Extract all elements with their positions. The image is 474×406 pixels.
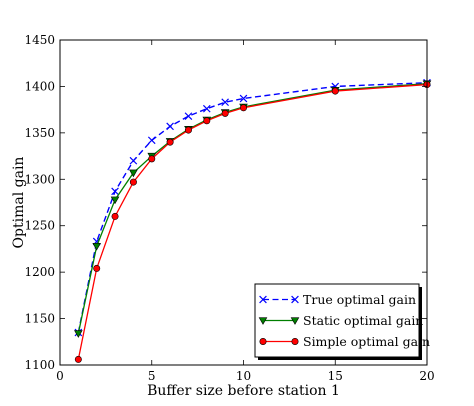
data-point-true-optimal-gain-4: [147, 136, 156, 145]
legend-marker-simple-optimal-gain: [291, 337, 299, 345]
series-simple-optimal-gain: [74, 81, 431, 363]
y-tick-label: 1450: [24, 33, 55, 47]
y-tick-label: 1200: [24, 265, 55, 279]
y-tick-label: 1100: [24, 358, 55, 372]
series-layer: [74, 78, 432, 363]
y-tick-label: 1350: [24, 126, 55, 140]
data-point-true-optimal-gain-5: [166, 122, 174, 131]
data-point-simple-optimal-gain-6: [184, 126, 192, 134]
legend: True optimal gain Static optimal gain Simp…: [254, 283, 430, 360]
data-point-static-optimal-gain-1: [92, 242, 102, 251]
y-tick-label: 1250: [24, 219, 55, 233]
legend-marker-true-optimal-gain: [259, 295, 267, 304]
legend-label-simple-optimal-gain: Simple optimal gain: [303, 334, 430, 349]
data-point-simple-optimal-gain-10: [331, 87, 339, 95]
ticks-layer: 0 5 10 15 20 1100 1150 1200 1250 1300 1350 1400 1450: [24, 33, 434, 383]
series-true-optimal-gain: [74, 78, 431, 337]
y-tick-label: 1150: [24, 312, 55, 326]
data-point-true-optimal-gain-8: [221, 98, 229, 107]
data-point-simple-optimal-gain-0: [74, 355, 82, 363]
x-tick-label: 10: [236, 369, 251, 383]
series-line-static-optimal-gain: [77, 82, 428, 334]
data-point-simple-optimal-gain-1: [93, 264, 101, 272]
y-axis-label: Optimal gain: [11, 157, 27, 249]
series-line-true-optimal-gain: [77, 82, 428, 333]
data-point-simple-optimal-gain-4: [148, 155, 156, 163]
y-tick-label: 1400: [24, 79, 55, 93]
data-point-simple-optimal-gain-8: [221, 109, 229, 117]
data-point-true-optimal-gain-2: [111, 187, 119, 196]
legend-label-true-optimal-gain: True optimal gain: [303, 292, 416, 307]
x-axis-label: Buffer size before station 1: [147, 383, 340, 399]
x-tick-label: 0: [56, 369, 64, 383]
data-point-simple-optimal-gain-2: [111, 212, 119, 220]
data-point-simple-optimal-gain-7: [203, 117, 211, 125]
legend-marker-simple-optimal-gain: [259, 337, 267, 345]
legend-label-static-optimal-gain: Static optimal gain: [303, 313, 423, 328]
data-point-true-optimal-gain-6: [184, 112, 193, 120]
data-point-static-optimal-gain-0: [74, 330, 83, 338]
data-point-simple-optimal-gain-9: [240, 104, 248, 112]
data-point-simple-optimal-gain-5: [166, 138, 174, 146]
legend-marker-true-optimal-gain: [291, 295, 299, 304]
y-tick-label: 1300: [24, 172, 55, 186]
x-tick-label: 5: [148, 369, 156, 383]
data-point-static-optimal-gain-2: [110, 196, 120, 205]
legend-marker-static-optimal-gain: [290, 317, 300, 325]
data-point-true-optimal-gain-7: [202, 104, 211, 113]
x-tick-label: 20: [419, 369, 434, 383]
data-point-static-optimal-gain-3: [129, 169, 138, 178]
data-point-true-optimal-gain-3: [129, 156, 138, 165]
legend-marker-static-optimal-gain: [258, 317, 268, 325]
series-line-simple-optimal-gain: [77, 83, 428, 360]
data-point-simple-optimal-gain-3: [129, 178, 137, 186]
data-point-true-optimal-gain-9: [239, 94, 248, 103]
x-tick-label: 15: [328, 369, 343, 383]
